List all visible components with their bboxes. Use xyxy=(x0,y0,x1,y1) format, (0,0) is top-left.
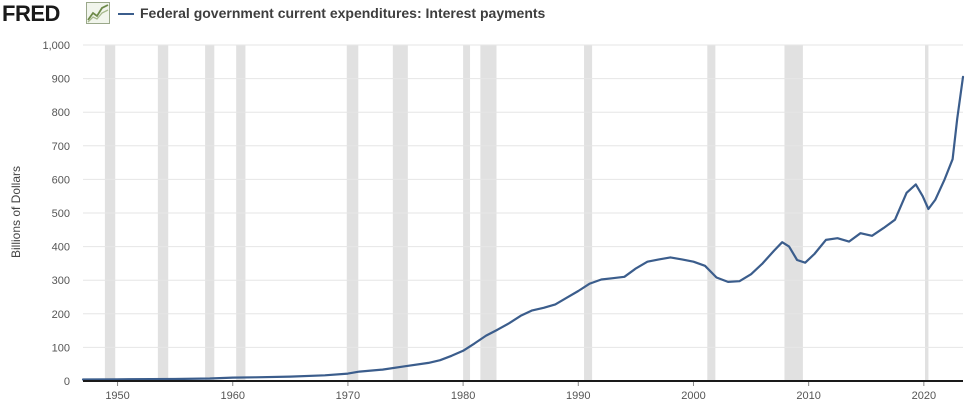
series-line-0[interactable] xyxy=(81,75,965,381)
y-tick-label: 800 xyxy=(52,107,70,119)
x-axis-ticks: 1950 1960 1970 1980 1990 2000 2010 2020 xyxy=(105,381,936,402)
gridlines xyxy=(83,44,963,348)
x-tick-label: 2020 xyxy=(912,390,936,402)
x-tick-label: 1990 xyxy=(566,390,590,402)
x-tick-label: 2000 xyxy=(681,390,705,402)
legend-label[interactable]: Federal government current expenditures:… xyxy=(140,5,546,21)
y-tick-label: 300 xyxy=(52,275,70,287)
y-tick-label: 700 xyxy=(52,141,70,153)
legend-swatch xyxy=(118,13,134,15)
y-tick-label: 1,000 xyxy=(42,40,70,52)
x-tick-label: 1950 xyxy=(105,390,129,402)
data-series xyxy=(81,75,965,381)
y-tick-label: 0 xyxy=(64,376,70,388)
x-tick-label: 1980 xyxy=(451,390,475,402)
fred-chart-icon xyxy=(86,2,110,24)
y-tick-label: 500 xyxy=(52,208,70,220)
fred-logo[interactable]: FRED xyxy=(2,1,60,26)
y-tick-label: 900 xyxy=(52,74,70,86)
chart-header: FRED Federal government current expendit… xyxy=(0,0,975,30)
y-axis-title: Billions of Dollars xyxy=(9,166,23,258)
y-tick-label: 400 xyxy=(52,242,70,254)
y-tick-label: 600 xyxy=(52,174,70,186)
x-tick-label: 1970 xyxy=(336,390,360,402)
y-tick-label: 100 xyxy=(52,342,70,354)
x-tick-label: 2010 xyxy=(796,390,820,402)
y-axis-ticks: 0 100 200 300 400 500 600 700 800 900 1,000 xyxy=(42,40,70,388)
x-tick-label: 1960 xyxy=(220,390,244,402)
y-tick-label: 200 xyxy=(52,309,70,321)
